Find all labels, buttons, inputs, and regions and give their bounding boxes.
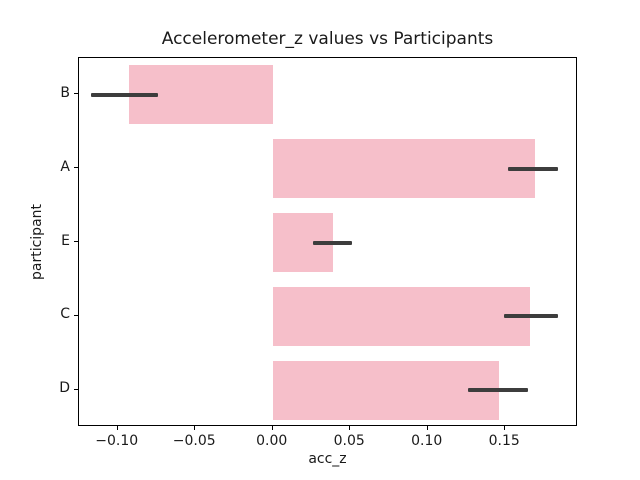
x-tick-label-0.05: 0.05: [333, 433, 365, 449]
x-tick-label-0.00: 0.00: [256, 433, 288, 449]
y-tick-mark-E: [74, 241, 78, 242]
y-tick-mark-D: [74, 388, 78, 390]
error-bar-C: [503, 314, 558, 319]
y-tick-label-A: A: [60, 158, 70, 175]
x-axis-label: acc_z: [308, 451, 347, 467]
bar-A: [272, 139, 535, 199]
x-tick-mark-−0.10: [116, 426, 118, 430]
error-bar-E: [313, 240, 352, 245]
chart-title: Accelerometer_z values vs Participants: [161, 29, 494, 49]
x-tick-mark-−0.05: [194, 426, 196, 430]
x-tick-mark-0.00: [271, 426, 273, 430]
bar-D: [272, 360, 499, 420]
x-tick-mark-0.10: [426, 426, 428, 430]
error-bar-D: [468, 388, 529, 393]
error-bar-A: [508, 166, 558, 171]
x-tick-label-−0.05: −0.05: [172, 433, 216, 449]
x-tick-label-−0.10: −0.10: [95, 433, 139, 449]
y-tick-mark-A: [74, 167, 78, 169]
x-tick-label-0.10: 0.10: [411, 433, 443, 449]
bar-C: [272, 286, 530, 346]
y-tick-label-D: D: [59, 380, 70, 397]
x-tick-mark-0.05: [349, 426, 351, 430]
y-tick-mark-C: [74, 314, 78, 316]
y-tick-label-E: E: [61, 232, 70, 249]
y-tick-label-B: B: [60, 84, 70, 101]
y-tick-mark-B: [74, 93, 78, 95]
x-tick-label-0.15: 0.15: [488, 433, 520, 449]
x-tick-mark-0.15: [504, 426, 506, 430]
plot-area: [78, 57, 577, 426]
error-bar-B: [91, 92, 158, 97]
y-tick-label-C: C: [60, 306, 70, 323]
